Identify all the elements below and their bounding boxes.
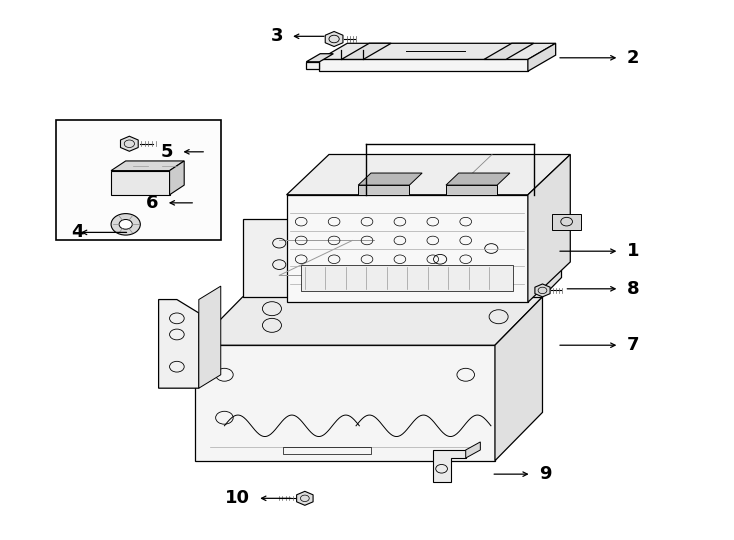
- Polygon shape: [243, 219, 542, 297]
- Polygon shape: [111, 171, 170, 195]
- Polygon shape: [495, 297, 542, 461]
- Polygon shape: [57, 119, 221, 240]
- Polygon shape: [111, 161, 184, 171]
- Text: 3: 3: [270, 28, 283, 45]
- Text: 1: 1: [627, 242, 639, 260]
- Polygon shape: [199, 286, 221, 388]
- Polygon shape: [542, 200, 562, 297]
- Polygon shape: [301, 265, 513, 292]
- Polygon shape: [306, 62, 319, 69]
- Text: 7: 7: [627, 336, 639, 354]
- Polygon shape: [535, 284, 550, 297]
- Polygon shape: [325, 31, 343, 46]
- Text: 9: 9: [539, 465, 551, 483]
- Polygon shape: [286, 154, 570, 195]
- Polygon shape: [484, 43, 534, 59]
- Text: 5: 5: [161, 143, 173, 161]
- Text: 10: 10: [225, 489, 250, 507]
- Circle shape: [111, 214, 140, 235]
- Polygon shape: [528, 154, 570, 302]
- Polygon shape: [341, 43, 391, 59]
- Polygon shape: [528, 43, 556, 71]
- Polygon shape: [306, 53, 333, 62]
- Polygon shape: [308, 270, 352, 278]
- Polygon shape: [465, 442, 480, 458]
- Polygon shape: [195, 297, 542, 345]
- Polygon shape: [433, 450, 465, 482]
- Polygon shape: [358, 173, 422, 185]
- Circle shape: [119, 219, 132, 229]
- Polygon shape: [319, 59, 528, 71]
- Polygon shape: [120, 136, 138, 151]
- Polygon shape: [195, 345, 495, 461]
- Polygon shape: [552, 214, 581, 230]
- Polygon shape: [170, 161, 184, 195]
- Text: 6: 6: [146, 194, 159, 212]
- Polygon shape: [159, 300, 199, 388]
- Polygon shape: [358, 185, 410, 195]
- Text: 4: 4: [71, 224, 84, 241]
- Polygon shape: [297, 491, 313, 505]
- Text: 8: 8: [627, 280, 639, 298]
- Polygon shape: [319, 43, 556, 59]
- Text: 2: 2: [627, 49, 639, 67]
- Polygon shape: [446, 185, 497, 195]
- Polygon shape: [286, 195, 528, 302]
- Polygon shape: [446, 173, 510, 185]
